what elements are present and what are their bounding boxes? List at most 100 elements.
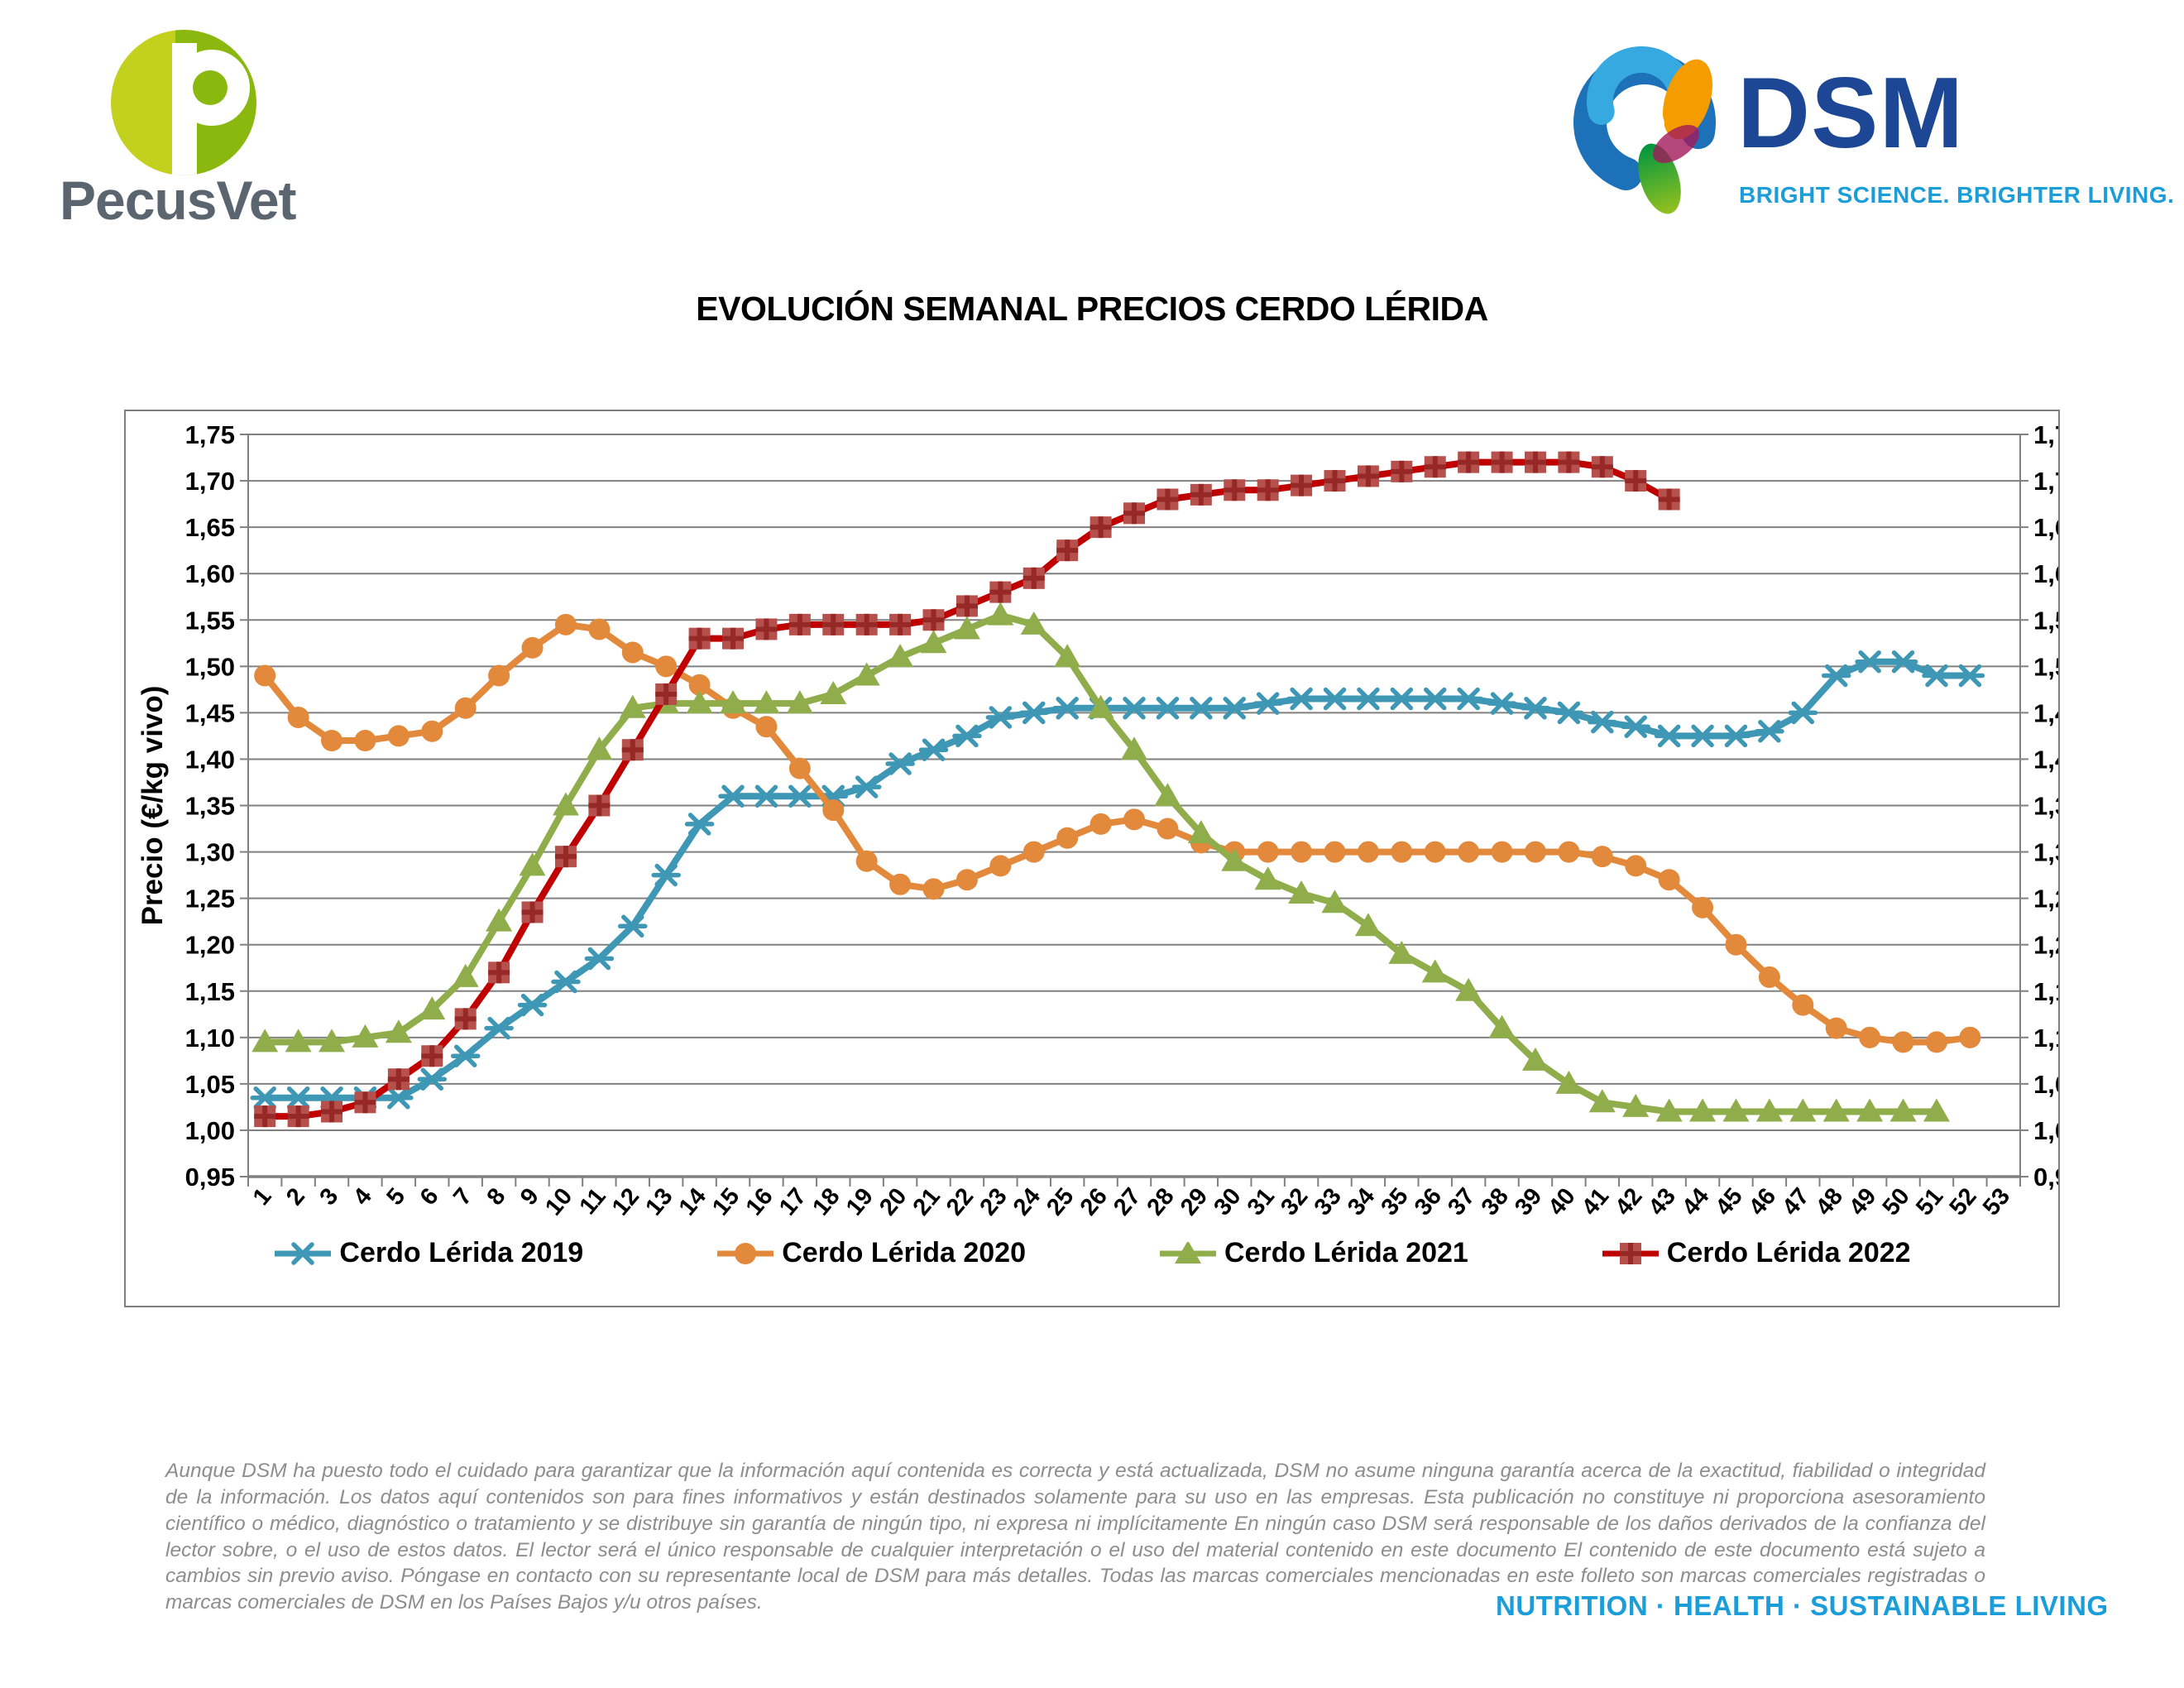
svg-text:1,75: 1,75 — [2033, 420, 2058, 449]
svg-text:1,25: 1,25 — [2033, 885, 2058, 914]
svg-text:33: 33 — [1310, 1183, 1347, 1220]
svg-text:1,15: 1,15 — [2033, 977, 2058, 1006]
svg-text:1: 1 — [248, 1183, 277, 1211]
svg-text:1,20: 1,20 — [185, 931, 235, 960]
svg-text:24: 24 — [1008, 1183, 1046, 1220]
svg-text:48: 48 — [1811, 1183, 1848, 1220]
svg-text:34: 34 — [1343, 1183, 1380, 1220]
svg-text:0,95: 0,95 — [185, 1163, 235, 1192]
svg-text:1,55: 1,55 — [185, 606, 235, 635]
svg-text:7: 7 — [448, 1183, 477, 1211]
pecusvet-logo: PecusVet — [58, 23, 356, 238]
svg-text:1,20: 1,20 — [2033, 931, 2058, 960]
svg-text:25: 25 — [1042, 1183, 1079, 1220]
legend-item-2021: Cerdo Lérida 2021 — [1158, 1237, 1468, 1269]
svg-text:35: 35 — [1376, 1183, 1413, 1220]
svg-text:30: 30 — [1209, 1183, 1246, 1220]
svg-text:11: 11 — [574, 1183, 611, 1220]
svg-text:23: 23 — [975, 1183, 1012, 1220]
svg-text:38: 38 — [1477, 1183, 1514, 1220]
svg-text:32: 32 — [1276, 1183, 1313, 1220]
svg-text:1,10: 1,10 — [185, 1024, 235, 1053]
svg-text:1,05: 1,05 — [185, 1070, 235, 1099]
svg-text:1,65: 1,65 — [185, 513, 235, 542]
legend-label-2019: Cerdo Lérida 2019 — [339, 1237, 584, 1268]
svg-text:18: 18 — [807, 1183, 845, 1220]
svg-text:19: 19 — [841, 1183, 879, 1220]
pecusvet-wordmark: PecusVet — [60, 170, 297, 231]
svg-text:29: 29 — [1176, 1183, 1213, 1220]
legend-marker-2020-circle-icon — [717, 1242, 774, 1264]
svg-text:41: 41 — [1577, 1183, 1614, 1220]
svg-text:43: 43 — [1644, 1183, 1681, 1220]
chart-frame: 1,75 1,75 1,70 1,70 1,65 1,65 1,60 1,60 1,55 1,55… — [124, 410, 2060, 1307]
svg-text:5: 5 — [381, 1183, 410, 1211]
svg-text:1,65: 1,65 — [2033, 513, 2058, 542]
svg-text:50: 50 — [1878, 1183, 1915, 1220]
svg-text:1,05: 1,05 — [2033, 1070, 2058, 1099]
legend-label-2020: Cerdo Lérida 2020 — [782, 1237, 1026, 1268]
svg-text:1,40: 1,40 — [2033, 745, 2058, 774]
chart-legend: Cerdo Lérida 2019 Cerdo Lérida 2020 Cerd… — [126, 1237, 2058, 1269]
svg-text:4: 4 — [348, 1183, 377, 1211]
legend-item-2019: Cerdo Lérida 2019 — [273, 1237, 583, 1269]
svg-text:20: 20 — [874, 1183, 912, 1220]
legend-item-2022: Cerdo Lérida 2022 — [1601, 1237, 1911, 1269]
svg-text:45: 45 — [1711, 1183, 1748, 1220]
svg-text:51: 51 — [1911, 1183, 1948, 1220]
svg-text:1,50: 1,50 — [2033, 652, 2058, 681]
svg-text:1,60: 1,60 — [185, 559, 235, 588]
svg-text:1,30: 1,30 — [2033, 838, 2058, 867]
svg-text:31: 31 — [1243, 1183, 1280, 1220]
svg-text:1,50: 1,50 — [185, 652, 235, 681]
svg-text:6: 6 — [415, 1183, 444, 1211]
svg-text:52: 52 — [1944, 1183, 1981, 1220]
svg-text:15: 15 — [707, 1183, 745, 1220]
svg-text:40: 40 — [1544, 1183, 1581, 1220]
legend-marker-2019-star-icon — [275, 1241, 332, 1265]
svg-text:1,00: 1,00 — [185, 1116, 235, 1145]
svg-text:3: 3 — [315, 1183, 344, 1211]
svg-text:12: 12 — [607, 1183, 644, 1220]
svg-text:1,10: 1,10 — [2033, 1024, 2058, 1053]
svg-text:1,75: 1,75 — [185, 420, 235, 449]
svg-text:47: 47 — [1777, 1183, 1814, 1220]
legend-label-2022: Cerdo Lérida 2022 — [1666, 1237, 1911, 1268]
dsm-footer-tagline: NUTRITION · HEALTH · SUSTAINABLE LIVING — [1496, 1590, 2109, 1621]
svg-text:49: 49 — [1844, 1183, 1881, 1220]
svg-text:53: 53 — [1978, 1183, 2015, 1220]
svg-text:10: 10 — [540, 1183, 577, 1220]
svg-text:14: 14 — [674, 1183, 711, 1220]
svg-text:44: 44 — [1677, 1183, 1714, 1220]
disclaimer-text: Aunque DSM ha puesto todo el cuidado par… — [165, 1460, 1985, 1614]
svg-text:16: 16 — [741, 1183, 778, 1220]
dsm-tagline: BRIGHT SCIENCE. BRIGHTER LIVING. — [1739, 182, 2175, 208]
chart-title: EVOLUCIÓN SEMANAL PRECIOS CERDO LÉRIDA — [696, 290, 1488, 328]
legend-label-2021: Cerdo Lérida 2021 — [1224, 1237, 1468, 1268]
svg-text:27: 27 — [1109, 1183, 1146, 1220]
svg-text:9: 9 — [515, 1183, 544, 1211]
svg-text:2: 2 — [281, 1183, 310, 1211]
svg-text:39: 39 — [1510, 1183, 1547, 1220]
svg-text:1,45: 1,45 — [2033, 698, 2058, 727]
svg-text:26: 26 — [1075, 1183, 1113, 1220]
chart-canvas: 1,75 1,75 1,70 1,70 1,65 1,65 1,60 1,60 1,55 1,55… — [136, 420, 2058, 1220]
svg-text:42: 42 — [1610, 1183, 1647, 1220]
svg-text:1,55: 1,55 — [2033, 606, 2058, 635]
svg-text:28: 28 — [1142, 1183, 1180, 1220]
svg-text:1,25: 1,25 — [185, 885, 235, 914]
legend-marker-2021-triangle-icon — [1160, 1241, 1216, 1264]
svg-text:36: 36 — [1410, 1183, 1447, 1220]
legend-marker-2022-square-icon — [1602, 1242, 1659, 1264]
svg-text:22: 22 — [941, 1183, 979, 1220]
dsm-wordmark: DSM — [1737, 56, 1965, 169]
svg-text:1,30: 1,30 — [185, 838, 235, 867]
svg-text:1,00: 1,00 — [2033, 1116, 2058, 1145]
svg-text:0,95: 0,95 — [2033, 1163, 2058, 1192]
svg-text:1,15: 1,15 — [185, 977, 235, 1006]
svg-text:1,35: 1,35 — [185, 792, 235, 821]
svg-text:13: 13 — [640, 1183, 678, 1220]
pecusvet-logo-icon — [111, 30, 256, 175]
svg-text:1,35: 1,35 — [2033, 792, 2058, 821]
svg-text:Precio (€/kg vivo): Precio (€/kg vivo) — [136, 686, 169, 926]
